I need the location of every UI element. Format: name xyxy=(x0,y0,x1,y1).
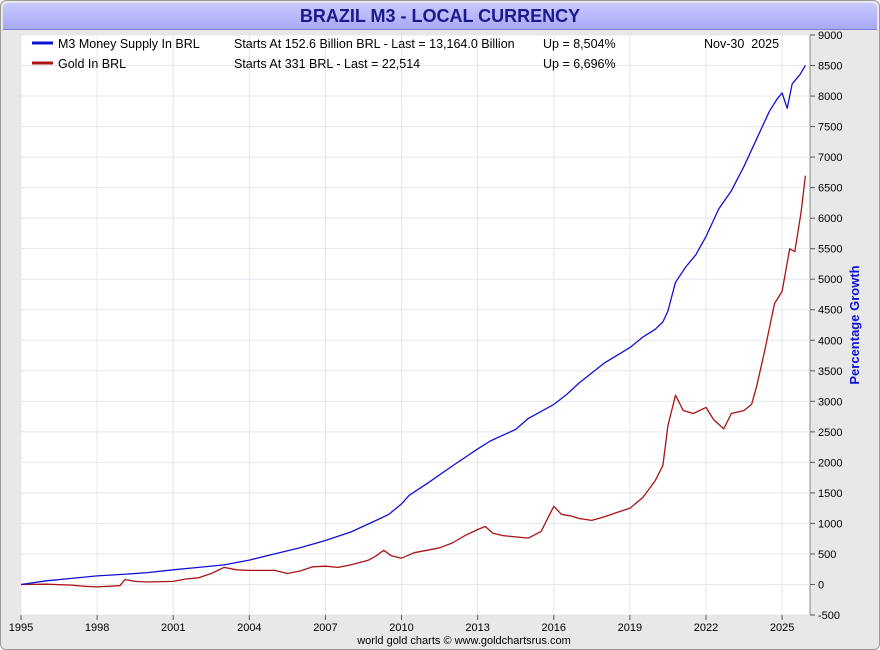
x-tick-label: 2004 xyxy=(237,622,261,634)
legend-desc-gold: Starts At 331 BRL - Last = 22,514 xyxy=(234,57,420,71)
x-tick-label: 2025 xyxy=(770,622,794,634)
x-tick-label: 2013 xyxy=(465,622,489,634)
y-tick-label: 1500 xyxy=(818,488,842,500)
x-axis: 1995 1998 2001 2004 2007 2010 2013 2016 2019 2022… xyxy=(9,615,794,634)
x-tick-label: 2016 xyxy=(542,622,566,634)
y-tick-label: 500 xyxy=(818,549,836,561)
legend-up-m3: Up = 8,504% xyxy=(543,37,616,51)
y-tick-label: 5500 xyxy=(818,244,842,256)
x-tick-label: 1995 xyxy=(9,622,33,634)
y-axis: -500 0 500 1000 1500 2000 2500 3000 3500 4000 4500… xyxy=(810,30,842,622)
series-line-m3 xyxy=(20,64,806,586)
legend-label-gold: Gold In BRL xyxy=(58,57,126,71)
plot-area xyxy=(20,34,811,616)
y-tick-label: 3500 xyxy=(818,366,842,378)
legend-up-gold: Up = 6,696% xyxy=(543,57,616,71)
x-tick-label: 1998 xyxy=(85,622,109,634)
chart-title: BRAZIL M3 - LOCAL CURRENCY xyxy=(3,3,877,30)
y-tick-label: 3000 xyxy=(818,396,842,408)
y-tick-label: 6000 xyxy=(818,213,842,225)
y-tick-label: 7000 xyxy=(818,152,842,164)
x-tick-label: 2010 xyxy=(389,622,413,634)
y-tick-label: 5000 xyxy=(818,274,842,286)
y-tick-label: 8000 xyxy=(818,91,842,103)
y-tick-label: 2000 xyxy=(818,457,842,469)
y-tick-label: 0 xyxy=(818,579,824,591)
y-tick-label: 2500 xyxy=(818,427,842,439)
legend: M3 Money Supply In BRL Starts At 152.6 B… xyxy=(32,37,779,71)
y-tick-label: 6500 xyxy=(818,183,842,195)
series-line-gold xyxy=(20,175,807,588)
x-tick-label: 2001 xyxy=(161,622,185,634)
x-tick-label: 2007 xyxy=(313,622,337,634)
y-tick-label: 4500 xyxy=(818,305,842,317)
x-tick-label: 2022 xyxy=(694,622,718,634)
footer-credit: world gold charts © www.goldchartsrus.co… xyxy=(356,635,571,647)
x-tick-label: 2019 xyxy=(618,622,642,634)
legend-label-m3: M3 Money Supply In BRL xyxy=(58,37,200,51)
legend-date: Nov-30 2025 xyxy=(704,37,779,51)
y-tick-label: 8500 xyxy=(818,61,842,73)
y-tick-label: -500 xyxy=(818,610,840,622)
y-tick-label: 9000 xyxy=(818,30,842,42)
grid xyxy=(20,34,810,616)
y-axis-label: Percentage Growth xyxy=(847,265,862,384)
y-tick-label: 1000 xyxy=(818,518,842,530)
legend-desc-m3: Starts At 152.6 Billion BRL - Last = 13,… xyxy=(234,37,515,51)
y-tick-label: 4000 xyxy=(818,335,842,347)
series-lines xyxy=(20,64,807,588)
y-tick-label: 7500 xyxy=(818,122,842,134)
